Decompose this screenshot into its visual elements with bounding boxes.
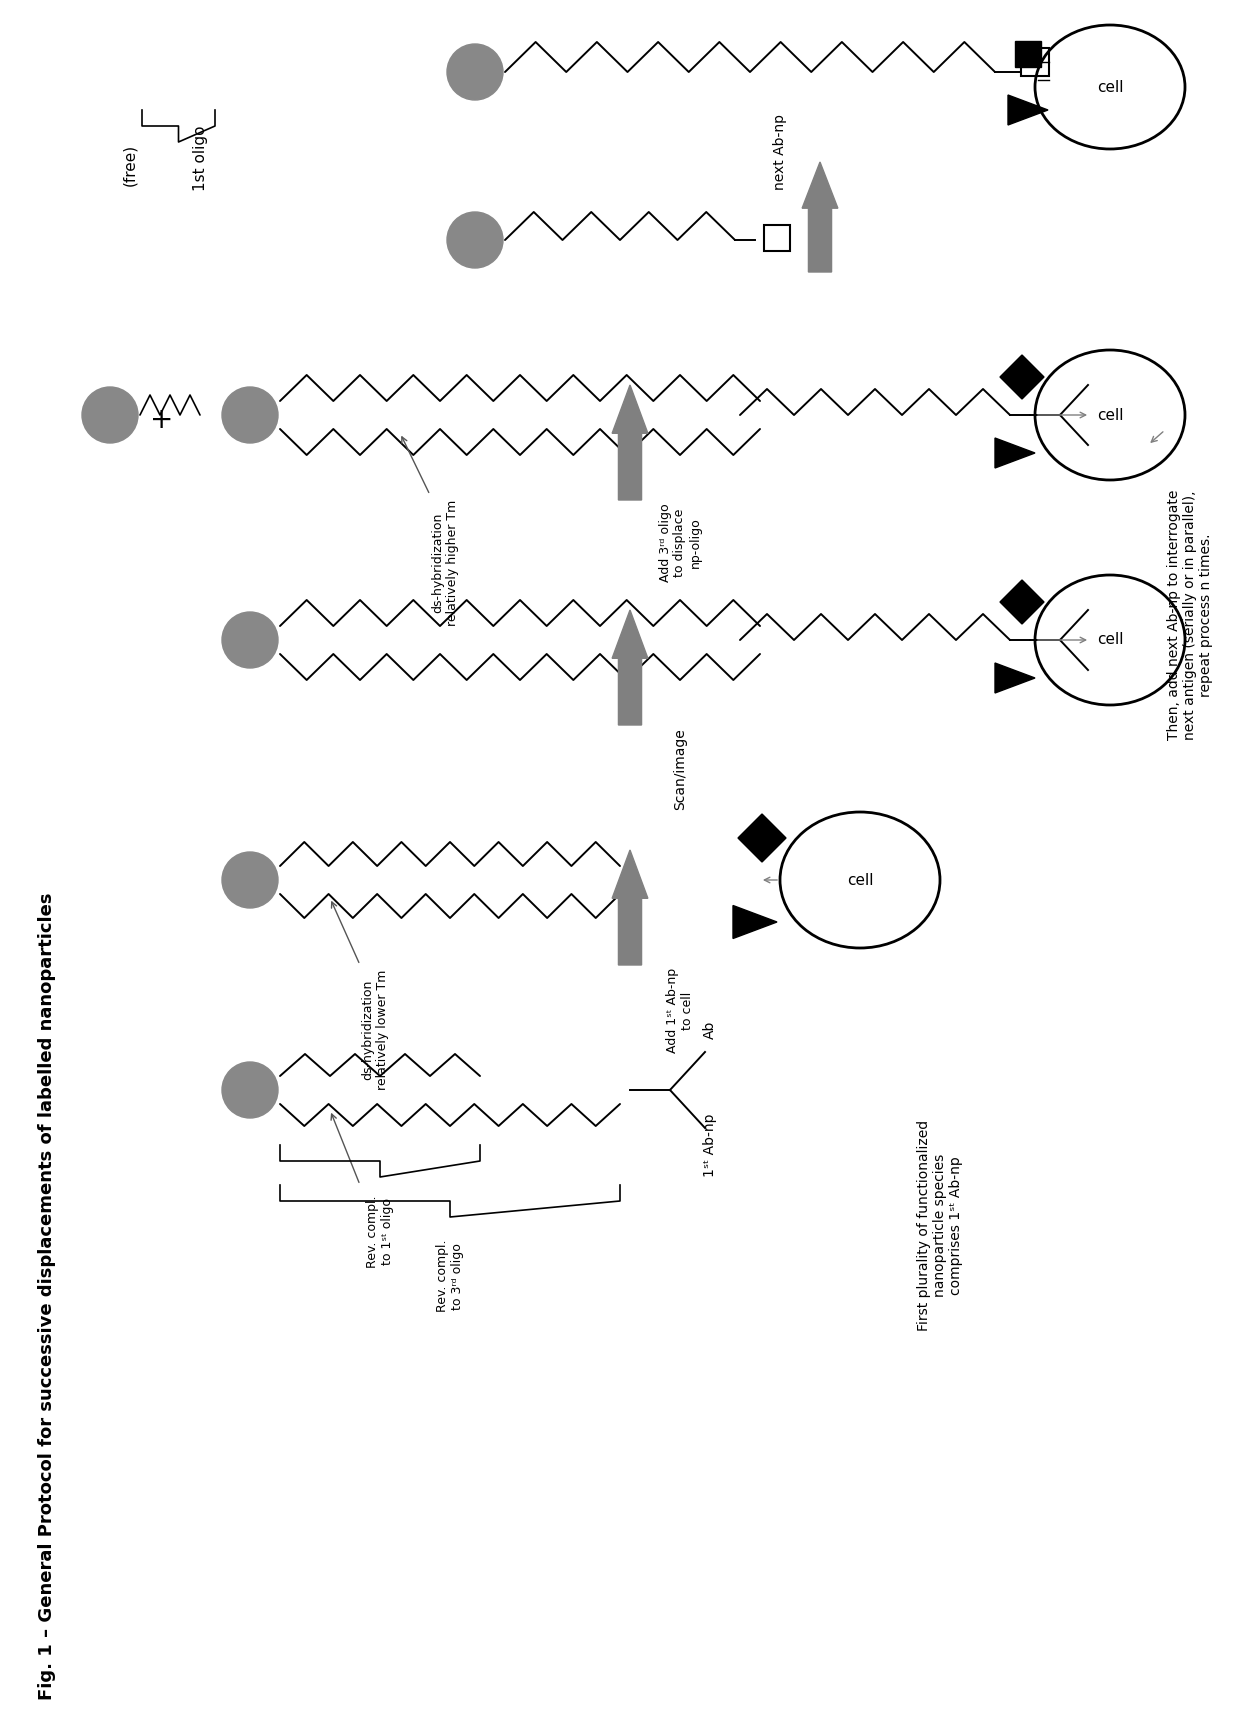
Bar xyxy=(1021,48,1049,75)
Circle shape xyxy=(446,212,503,269)
Text: cell: cell xyxy=(1096,79,1123,94)
Polygon shape xyxy=(613,849,647,966)
Circle shape xyxy=(82,387,138,443)
Text: Fig. 1 – General Protocol for successive displacements of labelled nanoparticles: Fig. 1 – General Protocol for successive… xyxy=(38,892,56,1700)
Circle shape xyxy=(222,1061,278,1118)
Bar xyxy=(1016,41,1042,67)
Polygon shape xyxy=(994,438,1035,467)
Text: (free): (free) xyxy=(123,144,138,187)
Circle shape xyxy=(222,611,278,668)
Text: 1ˢᵗ Ab-np: 1ˢᵗ Ab-np xyxy=(703,1113,717,1176)
Text: Rev. compl.
to 1ˢᵗ oligo: Rev. compl. to 1ˢᵗ oligo xyxy=(366,1195,394,1267)
Text: cell: cell xyxy=(847,873,873,887)
Text: next Ab-np: next Ab-np xyxy=(773,115,787,190)
Text: +: + xyxy=(150,406,174,435)
Text: 1st oligo: 1st oligo xyxy=(192,125,207,190)
Text: Add 3ʳᵈ oligo
to displace
np-oligo: Add 3ʳᵈ oligo to displace np-oligo xyxy=(658,503,702,582)
Circle shape xyxy=(222,387,278,443)
Polygon shape xyxy=(613,609,647,724)
Text: ds-hybridization
relatively lower Tm: ds-hybridization relatively lower Tm xyxy=(361,971,389,1091)
Circle shape xyxy=(446,45,503,99)
Text: Scan/image: Scan/image xyxy=(673,728,687,810)
Polygon shape xyxy=(733,906,777,938)
Polygon shape xyxy=(738,813,786,863)
Text: Add 1ˢᵗ Ab-np
to cell: Add 1ˢᵗ Ab-np to cell xyxy=(666,967,694,1053)
Polygon shape xyxy=(613,385,647,500)
Polygon shape xyxy=(999,580,1044,623)
Text: ds-hybridization
relatively higher Tm: ds-hybridization relatively higher Tm xyxy=(432,500,459,627)
Text: cell: cell xyxy=(1096,407,1123,423)
Polygon shape xyxy=(994,663,1035,693)
Text: Rev. compl.
to 3ʳᵈ oligo: Rev. compl. to 3ʳᵈ oligo xyxy=(436,1239,464,1313)
Polygon shape xyxy=(1008,94,1048,125)
Text: Then, add next Ab-np to interrogate
next antigen (serially or in parallel),
repe: Then, add next Ab-np to interrogate next… xyxy=(1167,490,1213,740)
Polygon shape xyxy=(802,163,838,272)
Text: First plurality of functionalized
nanoparticle species
comprises 1ˢᵗ Ab-np: First plurality of functionalized nanopa… xyxy=(916,1120,963,1332)
Circle shape xyxy=(222,853,278,907)
Bar xyxy=(764,224,790,252)
Polygon shape xyxy=(999,354,1044,399)
Text: Ab: Ab xyxy=(703,1020,717,1039)
Text: cell: cell xyxy=(1096,632,1123,647)
